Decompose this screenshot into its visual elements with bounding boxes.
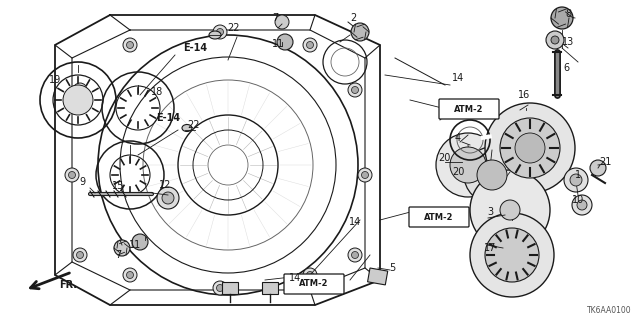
Circle shape (114, 240, 130, 256)
Circle shape (275, 15, 289, 29)
Circle shape (68, 172, 76, 179)
Text: 4: 4 (455, 133, 461, 143)
Circle shape (515, 133, 545, 163)
Text: 10: 10 (572, 195, 584, 205)
Circle shape (132, 234, 148, 250)
Circle shape (303, 268, 317, 282)
Text: E-14: E-14 (183, 43, 207, 53)
Circle shape (65, 168, 79, 182)
Circle shape (63, 85, 93, 115)
Circle shape (570, 174, 582, 186)
Text: ATM-2: ATM-2 (300, 279, 329, 289)
Circle shape (485, 228, 539, 282)
Text: 14: 14 (452, 73, 464, 83)
Text: 9: 9 (79, 177, 85, 187)
Text: 22: 22 (227, 23, 239, 33)
Bar (262, 282, 278, 294)
Circle shape (351, 86, 358, 93)
Text: TK6AA0100: TK6AA0100 (588, 306, 632, 315)
Circle shape (162, 192, 174, 204)
Circle shape (436, 133, 500, 197)
Text: 22: 22 (187, 120, 199, 130)
Circle shape (277, 34, 293, 50)
Text: 13: 13 (562, 37, 574, 47)
Circle shape (485, 103, 575, 193)
Circle shape (464, 147, 520, 203)
Text: 21: 21 (599, 157, 611, 167)
Text: 7: 7 (115, 250, 121, 260)
Text: 3: 3 (487, 207, 493, 217)
Circle shape (216, 28, 223, 36)
Text: 18: 18 (151, 87, 163, 97)
Text: 19: 19 (49, 75, 61, 85)
Circle shape (303, 38, 317, 52)
Text: 11: 11 (272, 39, 284, 49)
Ellipse shape (209, 31, 221, 39)
Circle shape (123, 38, 137, 52)
Circle shape (500, 118, 560, 178)
Text: 11: 11 (129, 240, 141, 250)
Text: 17: 17 (484, 243, 496, 253)
Circle shape (157, 187, 179, 209)
Circle shape (500, 200, 520, 220)
Circle shape (572, 195, 592, 215)
Circle shape (348, 248, 362, 262)
Text: 6: 6 (563, 63, 569, 73)
Text: 20: 20 (452, 167, 464, 177)
Circle shape (77, 86, 83, 93)
Text: 7: 7 (272, 13, 278, 23)
Circle shape (127, 271, 134, 278)
Text: 14: 14 (349, 217, 361, 227)
Circle shape (470, 213, 554, 297)
Circle shape (73, 248, 87, 262)
Text: FR.: FR. (59, 280, 77, 290)
Text: 8: 8 (565, 9, 571, 19)
Text: E-14: E-14 (156, 113, 180, 123)
Text: 14: 14 (289, 273, 301, 283)
Circle shape (551, 7, 573, 29)
Circle shape (358, 168, 372, 182)
Bar (222, 282, 238, 294)
Text: 15: 15 (112, 181, 124, 191)
Circle shape (590, 160, 606, 176)
Circle shape (546, 31, 564, 49)
FancyBboxPatch shape (409, 207, 469, 227)
Bar (367, 268, 388, 285)
Circle shape (577, 200, 587, 210)
Text: 1: 1 (575, 170, 581, 180)
Circle shape (551, 36, 559, 44)
Text: ATM-2: ATM-2 (424, 212, 454, 221)
Circle shape (307, 271, 314, 278)
Circle shape (123, 268, 137, 282)
FancyBboxPatch shape (439, 99, 499, 119)
Text: 5: 5 (389, 263, 395, 273)
Circle shape (77, 252, 83, 259)
Circle shape (307, 42, 314, 49)
Ellipse shape (182, 124, 192, 132)
Circle shape (216, 284, 223, 292)
Circle shape (470, 170, 550, 250)
Text: 20: 20 (438, 153, 450, 163)
Text: ATM-2: ATM-2 (454, 105, 484, 114)
Circle shape (477, 160, 507, 190)
Circle shape (351, 252, 358, 259)
Circle shape (351, 23, 369, 41)
FancyBboxPatch shape (284, 274, 344, 294)
Text: 12: 12 (159, 180, 171, 190)
Circle shape (127, 42, 134, 49)
Circle shape (564, 168, 588, 192)
Circle shape (362, 172, 369, 179)
Circle shape (213, 281, 227, 295)
Circle shape (450, 147, 486, 183)
Circle shape (73, 83, 87, 97)
Text: 16: 16 (518, 90, 530, 100)
Circle shape (213, 25, 227, 39)
Circle shape (348, 83, 362, 97)
Text: 2: 2 (350, 13, 356, 23)
